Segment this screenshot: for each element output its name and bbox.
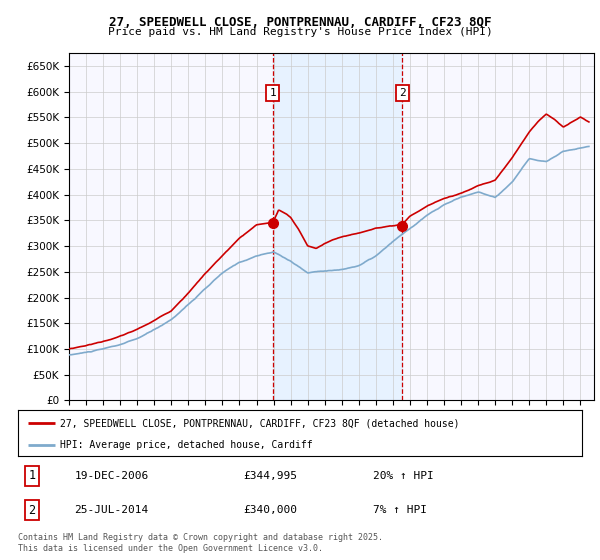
Text: £340,000: £340,000 [244,505,298,515]
Text: 25-JUL-2014: 25-JUL-2014 [74,505,149,515]
Bar [273,53,403,400]
Text: £344,995: £344,995 [244,471,298,481]
Text: Price paid vs. HM Land Registry's House Price Index (HPI): Price paid vs. HM Land Registry's House … [107,27,493,37]
Text: 1: 1 [29,469,35,482]
Text: 2: 2 [29,503,35,516]
Text: 7% ↑ HPI: 7% ↑ HPI [373,505,427,515]
Text: 20% ↑ HPI: 20% ↑ HPI [373,471,434,481]
Text: 1: 1 [269,88,276,98]
Text: HPI: Average price, detached house, Cardiff: HPI: Average price, detached house, Card… [60,440,313,450]
Text: 19-DEC-2006: 19-DEC-2006 [74,471,149,481]
Text: 27, SPEEDWELL CLOSE, PONTPRENNAU, CARDIFF, CF23 8QF (detached house): 27, SPEEDWELL CLOSE, PONTPRENNAU, CARDIF… [60,418,460,428]
Text: 27, SPEEDWELL CLOSE, PONTPRENNAU, CARDIFF, CF23 8QF: 27, SPEEDWELL CLOSE, PONTPRENNAU, CARDIF… [109,16,491,29]
Text: 2: 2 [399,88,406,98]
Text: Contains HM Land Registry data © Crown copyright and database right 2025.
This d: Contains HM Land Registry data © Crown c… [18,533,383,553]
